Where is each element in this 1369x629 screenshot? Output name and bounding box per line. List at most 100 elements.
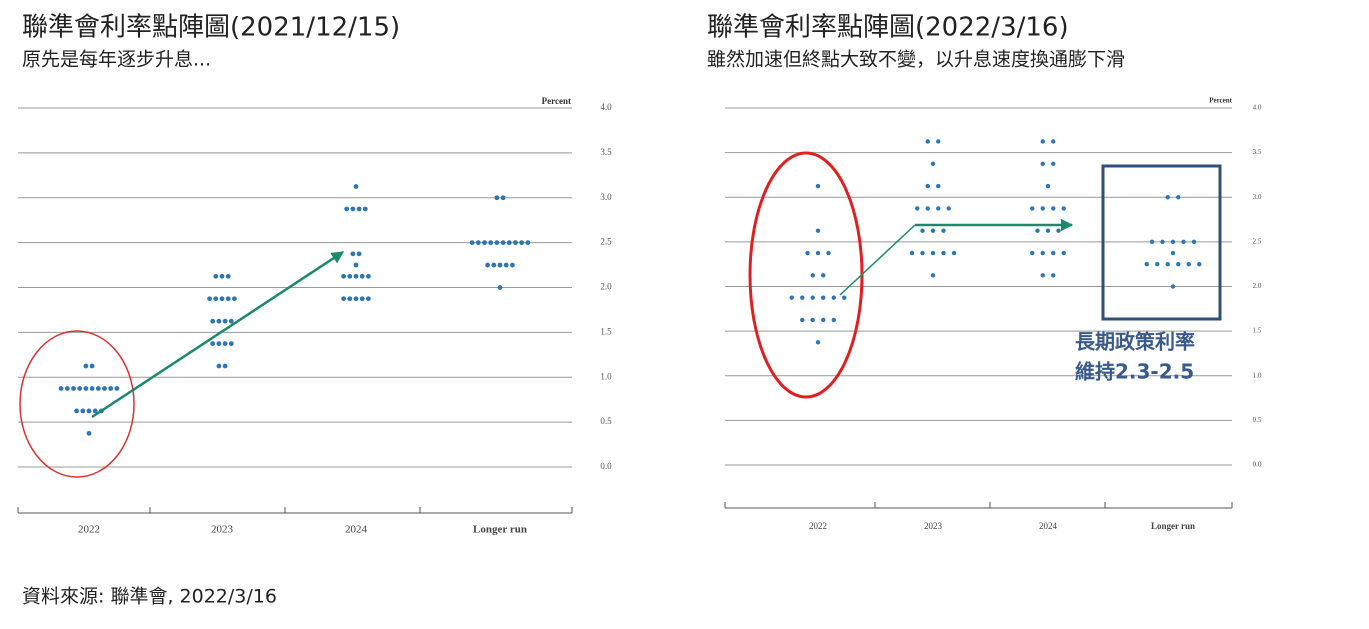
dot: [102, 386, 107, 391]
dot: [513, 240, 518, 246]
dot: [344, 206, 350, 212]
dot: [488, 240, 494, 246]
dot: [482, 240, 487, 246]
dot: [1144, 261, 1149, 267]
dot: [341, 296, 346, 302]
chart-subtitle: 雖然加速但終點大致不變，以升息速度換通膨下滑: [707, 49, 1125, 71]
x-tick-label: 2022: [809, 521, 827, 531]
dot: [506, 240, 512, 246]
dot: [510, 262, 515, 268]
dot: [930, 273, 936, 278]
dot: [925, 183, 930, 189]
dot: [815, 183, 821, 189]
dot: [1040, 161, 1045, 166]
dot: [228, 341, 234, 346]
dot: [930, 228, 936, 233]
dot: [936, 183, 941, 189]
dot: [86, 408, 92, 414]
dot: [58, 386, 64, 391]
dot: [1030, 250, 1035, 256]
x-tick-label: Longer run: [1151, 521, 1195, 531]
dot: [494, 195, 500, 201]
dot: [805, 250, 810, 256]
dot: [925, 206, 930, 211]
dot: [1056, 228, 1061, 233]
dot: [83, 363, 89, 369]
chart-subtitle: 原先是每年逐步升息...: [22, 49, 211, 71]
y-tick-label: 2.5: [1253, 237, 1262, 245]
y-tick-label: 3.5: [600, 147, 612, 157]
dot: [1061, 250, 1066, 256]
dot: [815, 228, 821, 233]
x-tick-label: Longer run: [473, 524, 527, 536]
dot: [347, 273, 353, 279]
chart-title: 聯準會利率點陣圖(2021/12/15): [22, 13, 400, 43]
dot: [1186, 261, 1191, 267]
dot: [1181, 239, 1186, 245]
dot: [500, 195, 506, 201]
dot: [1149, 239, 1155, 245]
dot: [842, 295, 847, 300]
dot: [225, 296, 231, 302]
dot: [222, 341, 228, 346]
dot: [353, 184, 359, 189]
dot: [821, 317, 826, 323]
dot: [1035, 228, 1040, 233]
dot: [1040, 139, 1045, 144]
y-tick-label: 1.5: [1253, 327, 1262, 335]
dot: [1176, 261, 1181, 267]
dot: [494, 240, 500, 246]
y-axis-label: Percent: [542, 96, 571, 106]
dot: [64, 386, 70, 391]
dot: [359, 296, 365, 302]
dot: [210, 318, 216, 324]
dot: [86, 430, 92, 436]
annotation: 維持2.3-2.5: [1075, 360, 1194, 384]
annotation: 長期政策利率: [1075, 330, 1195, 354]
x-tick-label: 2022: [78, 524, 100, 536]
dot: [1155, 261, 1160, 267]
dot: [362, 206, 368, 212]
dot: [228, 318, 234, 324]
dot: [1197, 261, 1202, 267]
dot: [356, 251, 362, 257]
dot: [1165, 261, 1170, 267]
dot: [83, 386, 89, 391]
highlight-ellipse: [748, 151, 864, 399]
dot: [232, 296, 237, 302]
dot: [77, 386, 83, 391]
y-tick-label: 2.0: [1253, 282, 1262, 290]
y-tick-label: 3.0: [600, 192, 612, 202]
y-tick-label: 2.0: [600, 282, 612, 292]
y-tick-label: 4.0: [1253, 104, 1262, 112]
dot: [525, 240, 531, 246]
dot: [1051, 161, 1056, 166]
x-tick-label: 2023: [924, 521, 943, 531]
dot: [485, 262, 490, 268]
dot: [216, 363, 222, 369]
dot: [815, 340, 821, 345]
dot: [219, 273, 225, 279]
dot: [1045, 228, 1051, 233]
dot: [500, 240, 506, 246]
dot: [1061, 206, 1066, 211]
y-tick-label: 1.0: [600, 371, 612, 381]
y-tick-label: 1.5: [600, 326, 612, 336]
dot: [350, 206, 356, 212]
dot: [216, 318, 222, 324]
dot: [222, 318, 228, 324]
dot: [789, 295, 794, 300]
y-tick-label: 1.0: [1253, 371, 1262, 379]
dot: [915, 206, 920, 211]
y-axis-label: Percent: [1209, 97, 1232, 105]
dot: [366, 296, 371, 302]
dot: [1051, 273, 1056, 278]
dot: [810, 273, 815, 278]
dot: [1051, 206, 1056, 211]
highlight-ellipse: [19, 330, 135, 478]
source: 資料來源: 聯準會, 2022/3/16: [22, 586, 277, 608]
dot: [341, 273, 346, 279]
y-tick-label: 3.5: [1253, 148, 1262, 156]
dot: [1045, 183, 1051, 189]
dot: [475, 240, 481, 246]
